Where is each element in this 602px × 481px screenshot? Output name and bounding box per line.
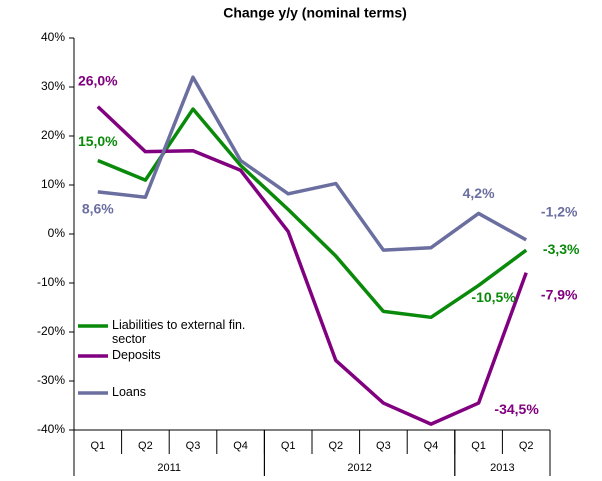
x-tick-label: Q2	[138, 440, 153, 452]
value-label: -34,5%	[494, 401, 539, 417]
value-label: 26,0%	[78, 72, 118, 88]
legend-label: Loans	[112, 385, 147, 399]
y-tick-label: 40%	[41, 30, 65, 44]
x-tick-label: Q2	[519, 440, 534, 452]
group-label: 2011	[157, 462, 181, 474]
y-tick-label: -10%	[37, 275, 65, 289]
y-tick-label: 30%	[41, 79, 65, 93]
value-label: 15,0%	[78, 133, 118, 149]
y-tick-label: 0%	[48, 226, 66, 240]
legend-label: Deposits	[112, 348, 161, 362]
value-label: 4,2%	[463, 185, 495, 201]
series-line	[96, 105, 528, 426]
y-tick-label: 10%	[41, 177, 65, 191]
y-tick-label: -30%	[37, 373, 65, 387]
value-label: -3,3%	[543, 241, 580, 257]
value-label: -1,2%	[541, 204, 578, 220]
y-tick-label: -20%	[37, 324, 65, 338]
x-tick-label: Q4	[233, 440, 248, 452]
chart-title: Change y/y (nominal terms)	[223, 5, 407, 21]
legend-label: Liabilities to external fin. sector	[112, 318, 246, 346]
x-tick-label: Q1	[90, 440, 105, 452]
legend-item: Loans	[112, 385, 147, 399]
legend-item: Deposits	[112, 348, 161, 362]
value-label: -10,5%	[471, 289, 516, 305]
group-label: 2012	[347, 462, 371, 474]
x-tick-label: Q1	[471, 440, 486, 452]
y-tick-label: 20%	[41, 128, 65, 142]
x-tick-label: Q1	[281, 440, 296, 452]
x-tick-label: Q3	[186, 440, 201, 452]
series-line	[97, 75, 528, 252]
y-tick-label: -40%	[37, 422, 65, 436]
value-label: -7,9%	[541, 286, 578, 302]
legend-item: Liabilities to external fin. sector	[112, 318, 246, 346]
group-label: 2013	[490, 462, 514, 474]
x-tick-label: Q4	[424, 440, 439, 452]
x-tick-label: Q3	[376, 440, 391, 452]
x-tick-label: Q2	[328, 440, 343, 452]
value-label: 8,6%	[82, 201, 114, 217]
series-line	[97, 107, 528, 320]
